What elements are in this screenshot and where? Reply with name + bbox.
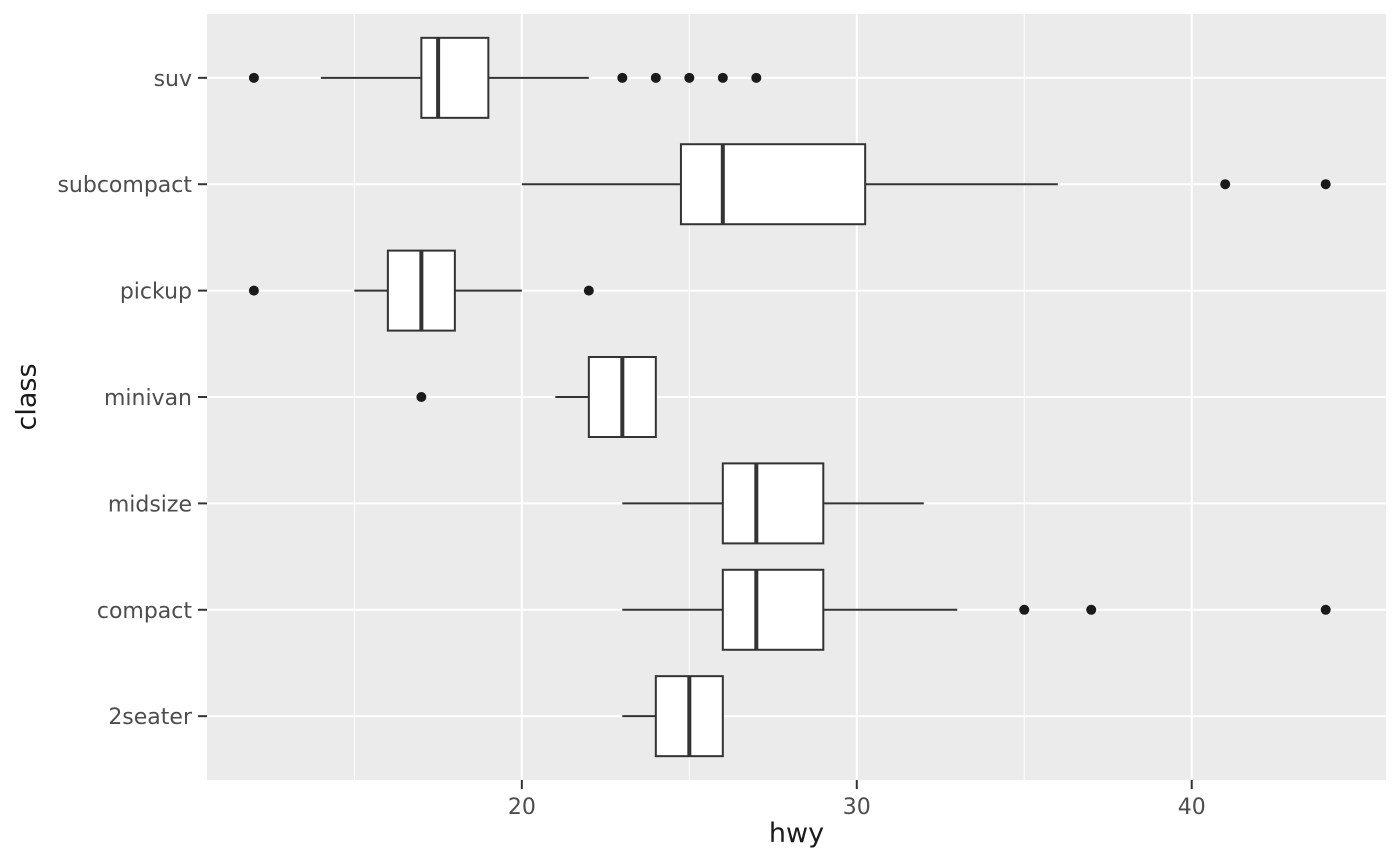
box-subcompact [679,143,867,226]
outlier-point-suv [617,72,628,83]
outlier-point-compact [1086,604,1097,615]
y-tick-label-midsize: midsize [108,492,192,517]
outlier-point-suv [684,72,695,83]
x-tick-label: 40 [1178,795,1206,820]
outlier-point-suv [751,72,762,83]
outlier-point-subcompact [1320,179,1331,190]
outlier-point-pickup [583,285,594,296]
y-tick-label-pickup: pickup [120,280,192,305]
y-tick-label-2seater: 2seater [108,705,193,730]
box-compact [721,568,825,651]
box-midsize [721,462,825,545]
outlier-point-pickup [248,285,259,296]
y-tick-label-minivan: minivan [104,386,192,411]
y-tick-label-compact: compact [97,599,193,624]
outlier-point-compact [1019,604,1030,615]
y-tick-label-suv: suv [154,67,192,92]
outlier-point-suv [717,72,728,83]
y-axis-title: class [11,363,43,431]
x-axis-title: hwy [768,818,825,849]
outlier-point-minivan [416,392,427,402]
outlier-point-compact [1320,604,1331,615]
outlier-point-subcompact [1220,179,1231,190]
outlier-point-suv [248,72,259,83]
x-tick-label: 30 [843,795,871,820]
outlier-point-suv [650,72,661,83]
x-tick-label: 20 [508,795,536,820]
box-suv [420,36,490,119]
y-tick-label-subcompact: subcompact [57,173,192,198]
